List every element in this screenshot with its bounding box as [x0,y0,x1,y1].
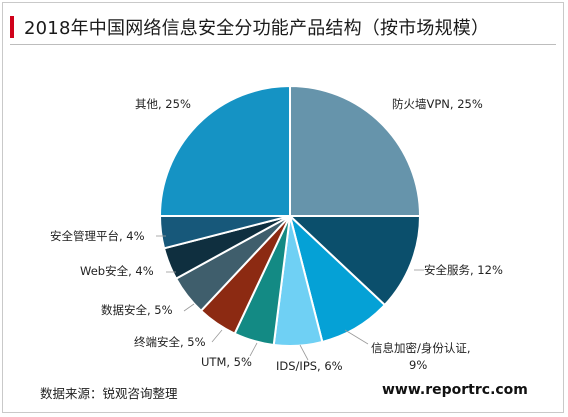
leader-line [211,329,223,343]
leader-line [249,342,258,357]
slice-label: 信息加密/身份认证, 9% [371,341,471,372]
title-divider [10,44,556,45]
slice-label: Web安全, 4% [80,264,154,278]
slice-label: 安全管理平台, 4% [50,229,145,243]
slice-label: 终端安全, 5% [134,335,206,349]
slice-label: 防火墙VPN, 25% [392,97,483,111]
slice-label: 安全服务, 12% [424,263,503,277]
data-source: 数据来源：锐观咨询整理 [40,386,178,401]
label-leader-lines [156,235,424,361]
slice-label: 数据安全, 5% [101,303,173,317]
leader-line [299,344,309,361]
slice-labels: 防火墙VPN, 25% 安全服务, 12% 信息加密/身份认证, 9% IDS/IPS,… [50,97,503,373]
leader-line [344,329,369,345]
leader-line [183,303,195,312]
pie-slice [289,84,422,217]
pie-slice [158,84,291,217]
title-accent-bar [10,16,14,38]
website-url: www.reportrc.com [382,382,528,398]
pie-slices [158,84,422,347]
pie-slice [287,215,422,307]
chart-frame [2,2,564,413]
slice-label: 其他, 25% [135,97,191,111]
slice-label: UTM, 5% [201,355,252,369]
chart-title: 2018年中国网络信息安全分功能产品结构（按市场规模） [24,18,490,39]
slice-label: IDS/IPS, 6% [276,359,343,373]
